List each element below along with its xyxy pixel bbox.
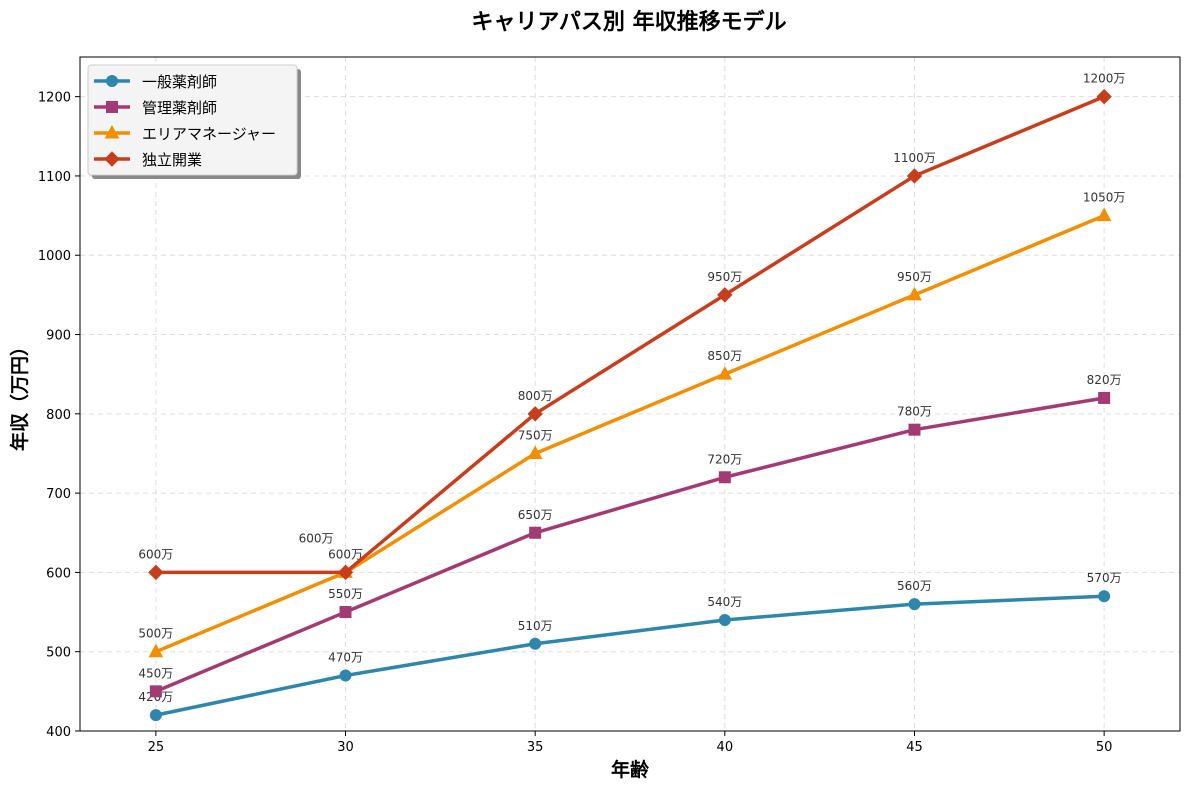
- data-label: 570万: [1087, 571, 1122, 585]
- data-label: 540万: [707, 595, 742, 609]
- data-label: 780万: [897, 405, 932, 419]
- data-label: 820万: [1087, 373, 1122, 387]
- legend-entry: 管理薬剤師: [94, 99, 217, 117]
- y-tick-label: 1200: [38, 91, 71, 106]
- data-label: 600万: [328, 547, 363, 561]
- data-point: [717, 366, 733, 380]
- legend-label: 管理薬剤師: [142, 99, 217, 117]
- series-3: 600万 600万 800万 950万 1100万 1200万: [138, 72, 1126, 581]
- data-label: 600万: [299, 531, 334, 545]
- data-point: [148, 564, 164, 581]
- data-point: [1096, 88, 1112, 105]
- data-label: 950万: [897, 270, 932, 284]
- data-label: 600万: [138, 547, 173, 561]
- ticks: 25 30 35 40 45 50 400 500 600 700 800 900 1000 1100 12…: [38, 91, 1113, 755]
- series-line: [155, 396, 1105, 693]
- data-point: [908, 423, 921, 436]
- y-tick-label: 1100: [38, 170, 71, 185]
- y-tick-label: 700: [46, 487, 71, 502]
- data-label: 500万: [138, 627, 173, 641]
- series-1: 450万 550万 650万 720万 780万 820万: [138, 373, 1122, 698]
- chart-title: キャリアパス別 年収推移モデル: [471, 9, 786, 35]
- plot-frame: [79, 56, 1181, 732]
- y-tick-label: 500: [46, 646, 71, 661]
- data-label: 510万: [518, 619, 553, 633]
- data-label: 470万: [328, 650, 363, 664]
- data-point: [1098, 391, 1111, 404]
- legend-label: エリアマネージャー: [142, 125, 276, 143]
- y-axis-label: 年収（万円）: [8, 337, 31, 451]
- data-label: 650万: [518, 508, 553, 522]
- legend-label: 独立開業: [142, 151, 202, 169]
- data-point: [906, 168, 923, 184]
- data-point: [527, 406, 543, 422]
- legend-marker: [106, 75, 118, 87]
- data-label: 550万: [328, 587, 363, 601]
- data-point: [718, 471, 731, 484]
- series-0: 420万470万510万540万560万570万: [138, 571, 1122, 722]
- x-tick-label: 25: [148, 740, 165, 755]
- y-tick-label: 800: [46, 408, 71, 423]
- data-label: 950万: [707, 270, 742, 284]
- series-2: 500万 600万 750万 850万 950万 1050万: [138, 191, 1126, 658]
- data-label: 1100万: [893, 151, 936, 165]
- series-line: [155, 95, 1105, 575]
- y-tick-label: 600: [46, 566, 71, 581]
- data-label: 720万: [707, 452, 742, 466]
- data-point: [527, 445, 543, 459]
- legend-entry: 一般薬剤師: [94, 73, 217, 91]
- data-label: 800万: [518, 389, 553, 403]
- data-point: [718, 613, 731, 626]
- x-tick-label: 35: [527, 740, 544, 755]
- data-point: [339, 606, 352, 619]
- legend-box: [87, 64, 298, 176]
- data-point: [717, 287, 733, 303]
- x-tick-label: 40: [717, 740, 734, 755]
- data-label: 850万: [707, 349, 742, 363]
- legend-entry: エリアマネージャー: [94, 124, 276, 143]
- legend-entry: 独立開業: [94, 151, 202, 169]
- data-point: [529, 526, 542, 539]
- data-point: [339, 669, 352, 682]
- x-tick-label: 45: [906, 740, 923, 755]
- series-line: [155, 213, 1105, 654]
- data-label: 1200万: [1083, 72, 1126, 86]
- legend-marker: [104, 151, 120, 167]
- data-label: 750万: [518, 428, 553, 442]
- y-tick-label: 1000: [38, 249, 71, 264]
- data-label: 560万: [897, 579, 932, 593]
- x-axis-label: 年齢: [611, 758, 650, 781]
- y-tick-label: 900: [46, 329, 71, 344]
- series-group: 420万470万510万540万560万570万450万550万650万720万…: [138, 72, 1126, 722]
- x-tick-label: 30: [337, 740, 354, 755]
- data-point: [1098, 590, 1111, 603]
- data-point: [907, 286, 922, 301]
- data-point: [337, 564, 354, 581]
- data-point: [149, 685, 162, 698]
- legend-label: 一般薬剤師: [142, 73, 217, 91]
- data-label: 450万: [138, 666, 173, 680]
- data-point: [148, 643, 164, 658]
- x-tick-label: 50: [1096, 740, 1113, 755]
- legend-marker: [106, 101, 118, 113]
- data-point: [908, 598, 921, 611]
- series-line: [155, 594, 1105, 717]
- data-point: [149, 709, 162, 722]
- data-label: 1050万: [1083, 191, 1126, 205]
- data-point: [529, 637, 542, 650]
- legend-marker: [104, 124, 120, 139]
- data-point: [1096, 207, 1112, 222]
- y-tick-label: 400: [46, 725, 71, 740]
